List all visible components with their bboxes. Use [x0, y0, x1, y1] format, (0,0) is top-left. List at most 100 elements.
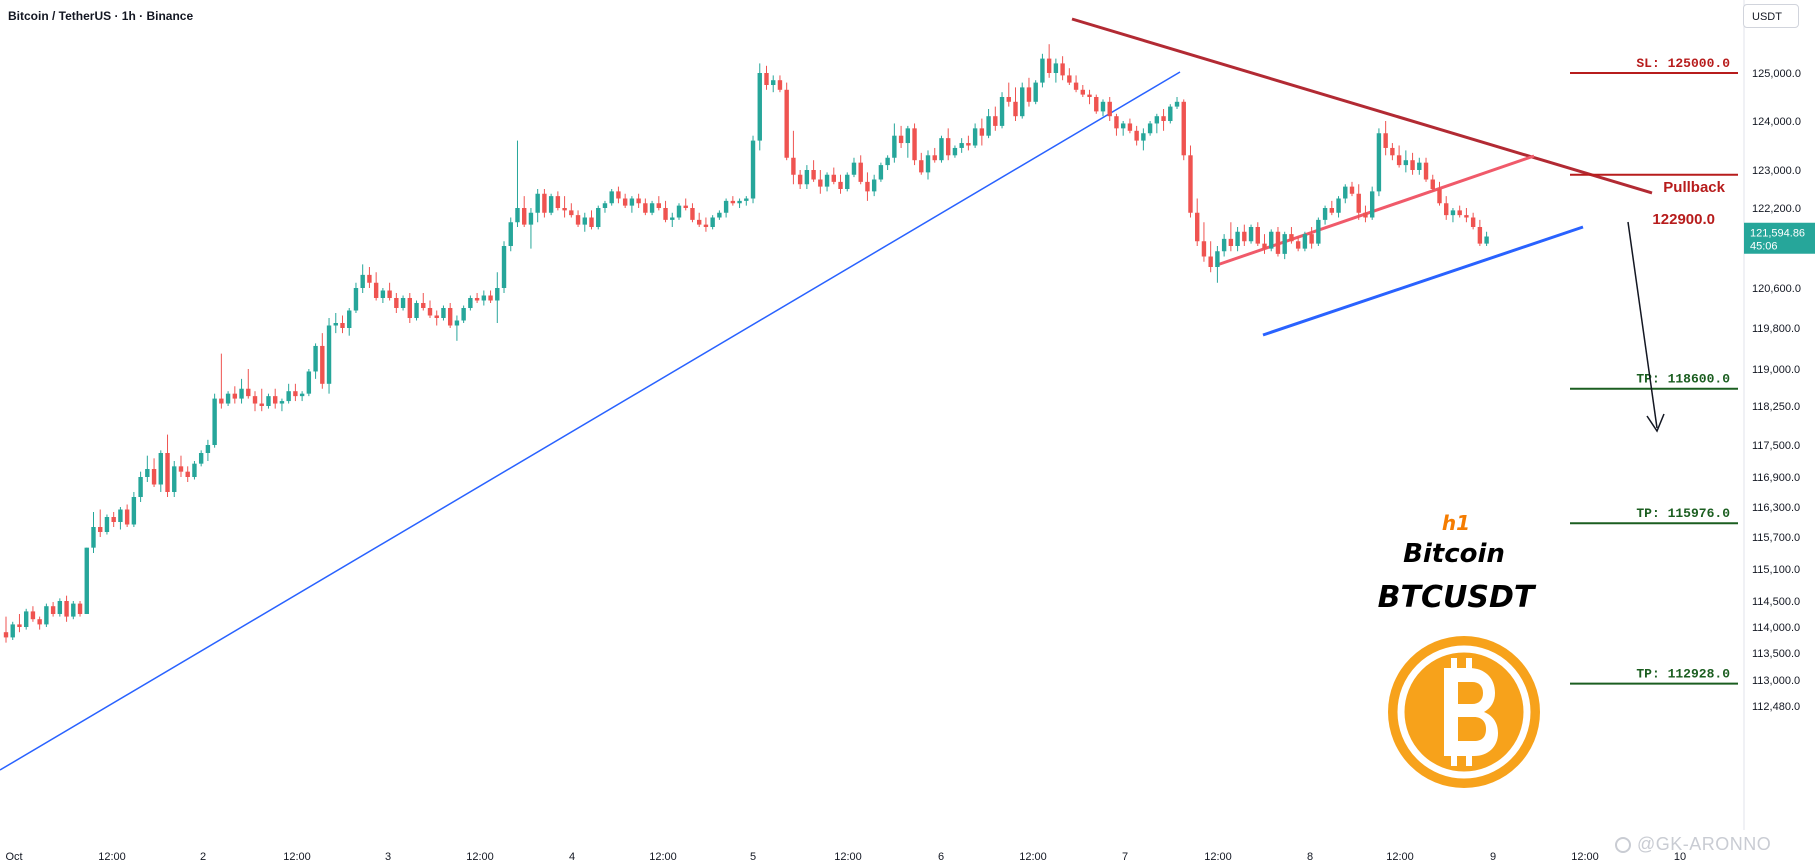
candle-body[interactable]	[98, 527, 103, 532]
candle-body[interactable]	[1417, 162, 1422, 170]
candle-body[interactable]	[845, 174, 850, 189]
candle-body[interactable]	[522, 208, 527, 225]
candle-body[interactable]	[1221, 238, 1227, 252]
candle-body[interactable]	[447, 308, 453, 326]
candle-body[interactable]	[744, 198, 749, 201]
candle-body[interactable]	[185, 471, 190, 477]
candle-body[interactable]	[1188, 155, 1193, 213]
candle-body[interactable]	[939, 138, 944, 161]
candle-body[interactable]	[198, 453, 204, 464]
candle-body[interactable]	[1235, 231, 1240, 246]
candle-body[interactable]	[616, 191, 621, 199]
candle-body[interactable]	[313, 345, 318, 372]
candle-body[interactable]	[232, 393, 238, 399]
candle-body[interactable]	[347, 310, 352, 329]
candle-body[interactable]	[952, 147, 958, 156]
currency-selector[interactable]: USDT	[1743, 4, 1799, 28]
candle-body[interactable]	[838, 181, 843, 189]
candle-body[interactable]	[71, 603, 76, 617]
candle-body[interactable]	[932, 155, 937, 161]
candle-body[interactable]	[340, 323, 345, 328]
candle-body[interactable]	[966, 143, 971, 146]
candle-body[interactable]	[865, 181, 870, 192]
candle-body[interactable]	[44, 606, 49, 625]
candle-body[interactable]	[1242, 231, 1247, 242]
candle-body[interactable]	[804, 170, 810, 185]
candle-body[interactable]	[508, 222, 513, 246]
candle-body[interactable]	[1470, 217, 1476, 228]
candle-body[interactable]	[1215, 251, 1220, 267]
candle-body[interactable]	[488, 295, 493, 301]
candle-body[interactable]	[589, 217, 594, 228]
candle-body[interactable]	[299, 393, 305, 397]
candle-body[interactable]	[37, 619, 42, 625]
candle-body[interactable]	[205, 445, 211, 453]
candle-body[interactable]	[1369, 191, 1375, 218]
resistance-trendline[interactable]	[1071, 17, 1653, 195]
ascending-trendline[interactable]	[0, 71, 1181, 771]
candle-body[interactable]	[1020, 87, 1025, 117]
candle-body[interactable]	[1228, 238, 1234, 246]
candle-body[interactable]	[643, 203, 648, 213]
candle-body[interactable]	[1302, 234, 1308, 249]
candle-body[interactable]	[575, 215, 581, 225]
candle-body[interactable]	[548, 196, 554, 213]
candle-body[interactable]	[1349, 186, 1355, 194]
candle-body[interactable]	[246, 388, 251, 397]
candle-body[interactable]	[84, 547, 89, 614]
candle-body[interactable]	[892, 135, 897, 158]
candle-body[interactable]	[764, 73, 769, 85]
candle-body[interactable]	[622, 198, 628, 206]
candle-body[interactable]	[373, 282, 379, 298]
candle-body[interactable]	[111, 517, 116, 522]
candle-body[interactable]	[1450, 210, 1456, 216]
candle-body[interactable]	[501, 246, 507, 288]
candle-body[interactable]	[1195, 212, 1200, 242]
candle-body[interactable]	[703, 224, 709, 227]
candle-body[interactable]	[367, 274, 372, 283]
candle-body[interactable]	[441, 308, 446, 318]
candle-body[interactable]	[1295, 241, 1301, 249]
candle-body[interactable]	[259, 403, 264, 406]
candle-body[interactable]	[683, 205, 688, 208]
candle-body[interactable]	[165, 453, 170, 492]
candle-body[interactable]	[1033, 82, 1038, 102]
candle-body[interactable]	[696, 219, 702, 225]
candle-body[interactable]	[710, 217, 715, 228]
candle-body[interactable]	[1094, 97, 1099, 112]
candle-body[interactable]	[1383, 133, 1388, 148]
candle-body[interactable]	[1080, 89, 1085, 95]
candle-body[interactable]	[959, 143, 964, 148]
candle-body[interactable]	[1201, 241, 1207, 257]
candle-body[interactable]	[528, 212, 534, 225]
candle-body[interactable]	[293, 391, 298, 397]
candle-body[interactable]	[656, 203, 662, 208]
candle-body[interactable]	[1262, 243, 1267, 249]
candle-body[interactable]	[898, 135, 904, 144]
candle-body[interactable]	[421, 303, 426, 308]
candle-body[interactable]	[663, 208, 668, 220]
candle-body[interactable]	[569, 210, 574, 216]
candle-body[interactable]	[1336, 198, 1341, 213]
candle-body[interactable]	[791, 157, 796, 175]
candle-body[interactable]	[3, 632, 9, 638]
candle-body[interactable]	[831, 174, 836, 182]
candle-body[interactable]	[609, 191, 614, 204]
candle-body[interactable]	[1457, 210, 1462, 216]
candle-body[interactable]	[535, 193, 540, 213]
candle-body[interactable]	[1208, 256, 1213, 268]
candle-body[interactable]	[811, 170, 816, 180]
candle-body[interactable]	[818, 179, 823, 187]
candle-body[interactable]	[1444, 203, 1449, 216]
candle-body[interactable]	[824, 174, 830, 187]
candle-body[interactable]	[1046, 58, 1052, 73]
candle-body[interactable]	[1013, 101, 1018, 117]
candle-body[interactable]	[1134, 130, 1139, 141]
candle-body[interactable]	[414, 303, 419, 318]
candle-body[interactable]	[1114, 116, 1119, 129]
candle-body[interactable]	[178, 466, 184, 472]
candle-body[interactable]	[239, 388, 244, 399]
candle-body[interactable]	[1006, 97, 1011, 102]
candle-body[interactable]	[1464, 215, 1469, 218]
candle-body[interactable]	[1060, 63, 1065, 76]
